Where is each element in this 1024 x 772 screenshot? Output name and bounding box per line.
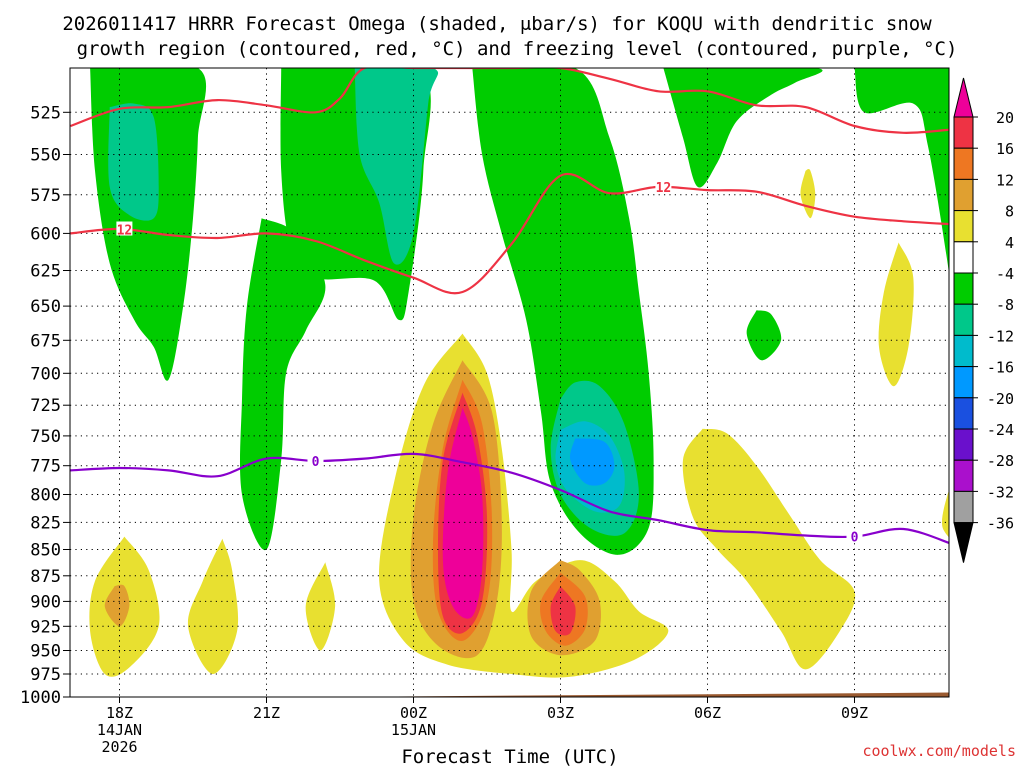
pressure-grid (70, 68, 949, 697)
omega-region-yellow-east (682, 428, 856, 670)
colorbar-swatch-8 (953, 366, 974, 399)
colorbar-label-6: -8 (996, 296, 1014, 314)
y-tick-label-925: 925 (30, 617, 61, 637)
y-tick-label-1000: 1000 (20, 688, 61, 708)
omega-region-teal-west (108, 103, 159, 221)
x-tick-label-03Z: 03Z (547, 704, 574, 722)
y-tick-label-825: 825 (30, 513, 61, 533)
credit-text: coolwx.com/models (862, 742, 1016, 760)
omega-region-yellow-spot-2 (305, 562, 336, 651)
terrain-surface (70, 692, 949, 697)
colorbar-swatch-10 (953, 428, 974, 461)
omega-region-green-cell (746, 310, 782, 361)
y-tick-label-725: 725 (30, 396, 61, 416)
terrain-fill (70, 692, 949, 697)
colorbar-swatch-6 (953, 303, 974, 336)
colorbar-swatch-5 (953, 272, 974, 305)
freezing-level-contour-label-bg-0 (307, 453, 324, 468)
colorbar-label-2: 12 (996, 171, 1014, 189)
colorbar-top-arrow (953, 77, 974, 118)
colorbar-label-10: -24 (987, 421, 1014, 439)
dgz-contour-minus12-label-bg-1 (655, 179, 672, 194)
colorbar-swatch-0 (953, 116, 974, 149)
freezing-level-contour-label-bg-1 (846, 528, 863, 543)
omega-region-blue-east (570, 438, 615, 486)
omega-region-gold-west (104, 584, 130, 627)
dgz-contour-minus12-label-bg-0 (116, 221, 133, 236)
colorbar-label-11: -28 (987, 452, 1014, 470)
omega-region-green-northeast (663, 68, 823, 188)
dgz-contour-minus12 (70, 172, 949, 295)
y-tick-label-975: 975 (30, 665, 61, 685)
colorbar-label-1: 16 (996, 140, 1014, 158)
chart-title-line2: growth region (contoured, red, °C) and f… (77, 38, 958, 60)
x-tick-date-00Z: 15JAN (391, 721, 436, 739)
omega-region-yellow-spot-4 (878, 242, 914, 387)
y-tick-label-800: 800 (30, 486, 61, 506)
y-tick-label-550: 550 (30, 146, 61, 166)
colorbar-label-7: -12 (987, 327, 1014, 345)
colorbar-label-8: -16 (987, 359, 1014, 377)
x-tick-label-21Z: 21Z (253, 704, 280, 722)
freezing-level-contour-label-1: 0 (851, 531, 859, 546)
omega-region-green-spur (239, 218, 326, 551)
temperature-contours: 12 12 0 0 (70, 68, 949, 546)
plot-frame (69, 67, 950, 698)
colorbar-swatch-4 (953, 241, 974, 274)
colorbar: 20 16 12 8 4 -4 -8 -12 -16 -20 -24 -28 -32 -36 (953, 77, 1014, 563)
y-tick-label-950: 950 (30, 642, 61, 662)
colorbar-label-12: -32 (987, 483, 1014, 501)
y-tick-label-675: 675 (30, 331, 61, 351)
colorbar-swatch-7 (953, 334, 974, 368)
colorbar-swatch-3 (953, 210, 974, 243)
freezing-level-contour (70, 452, 949, 545)
freezing-level-contour-label-0: 0 (312, 455, 320, 470)
x-tick-label-18Z: 18Z (106, 704, 133, 722)
omega-region-green-northeast-2 (854, 68, 949, 274)
y-tick-label-525: 525 (30, 103, 61, 123)
colorbar-swatch-1 (953, 147, 974, 180)
y-tick-label-875: 875 (30, 567, 61, 587)
x-tick-date-18Z: 14JAN (97, 721, 142, 739)
colorbar-label-13: -36 (987, 515, 1014, 533)
colorbar-swatch-2 (953, 178, 974, 212)
x-tick-label-00Z: 00Z (400, 704, 427, 722)
y-tick-label-775: 775 (30, 457, 61, 477)
colorbar-label-3: 8 (1005, 203, 1014, 221)
colorbar-swatch-12 (953, 490, 974, 524)
dgz-contour-minus12-label-0: 12 (117, 224, 133, 239)
colorbar-swatch-11 (953, 459, 974, 492)
omega-region-teal-central (354, 68, 438, 265)
x-axis-label: Forecast Time (UTC) (401, 746, 618, 768)
omega-region-yellow-spot-5 (941, 490, 949, 538)
x-tick-label-09Z: 09Z (841, 704, 868, 722)
chart-title-line1: 2026011417 HRRR Forecast Omega (shaded, … (62, 13, 932, 35)
omega-shading (89, 68, 949, 678)
x-tick-year-18Z: 2026 (101, 738, 137, 756)
colorbar-label-0: 20 (996, 109, 1014, 127)
y-tick-label-650: 650 (30, 297, 61, 317)
dgz-contour-minus12-label-1: 12 (656, 181, 672, 196)
y-axis: 525 550 575 600 625 650 675 700 725 750 775 800 825 8… (20, 103, 70, 708)
colorbar-label-9: -20 (987, 390, 1014, 408)
x-tick-label-06Z: 06Z (694, 704, 721, 722)
y-tick-label-750: 750 (30, 427, 61, 447)
y-tick-label-575: 575 (30, 186, 61, 206)
y-tick-label-700: 700 (30, 364, 61, 384)
y-tick-label-625: 625 (30, 262, 61, 282)
y-tick-label-850: 850 (30, 541, 61, 561)
colorbar-label-5: -4 (996, 265, 1014, 283)
omega-region-red-south (550, 586, 576, 636)
colorbar-label-4: 4 (1005, 234, 1014, 252)
dgz-contour-minus18 (70, 68, 949, 134)
omega-region-yellow-spot-1 (187, 538, 239, 675)
y-tick-label-900: 900 (30, 592, 61, 612)
y-tick-label-600: 600 (30, 224, 61, 244)
colorbar-swatch-9 (953, 397, 974, 430)
colorbar-bottom-arrow (953, 522, 974, 563)
